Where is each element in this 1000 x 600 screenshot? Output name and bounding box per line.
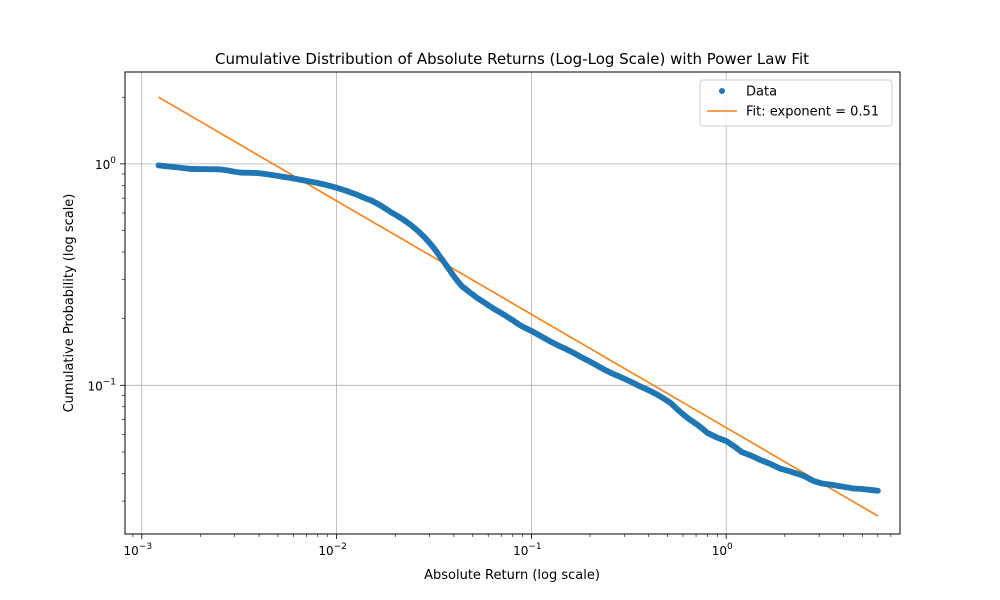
fit-line-layer (158, 96, 879, 517)
legend-data-label: Data (746, 85, 777, 100)
y-tick-label: 100 (95, 156, 116, 172)
axis-ticks: 10−3 10−2 10−1 100 10−1 100 (87, 96, 892, 558)
legend-data-marker (719, 88, 725, 94)
legend-fit-label: Fit: exponent = 0.51 (746, 105, 879, 120)
y-axis-label: Cumulative Probability (log scale) (62, 194, 77, 413)
data-points (155, 162, 881, 494)
chart-title: Cumulative Distribution of Absolute Retu… (215, 50, 809, 68)
x-tick-label: 10−3 (124, 542, 153, 558)
x-tick-label: 10−1 (513, 542, 542, 558)
legend: Data Fit: exponent = 0.51 (699, 79, 893, 127)
fit-line (158, 96, 879, 517)
grid-lines (125, 72, 900, 534)
x-axis-label: Absolute Return (log scale) (424, 568, 600, 583)
x-tick-label: 10−2 (318, 542, 347, 558)
y-tick-label: 10−1 (87, 377, 116, 393)
data-point (874, 487, 881, 494)
x-tick-label: 100 (712, 542, 733, 558)
legend-box (699, 79, 893, 127)
